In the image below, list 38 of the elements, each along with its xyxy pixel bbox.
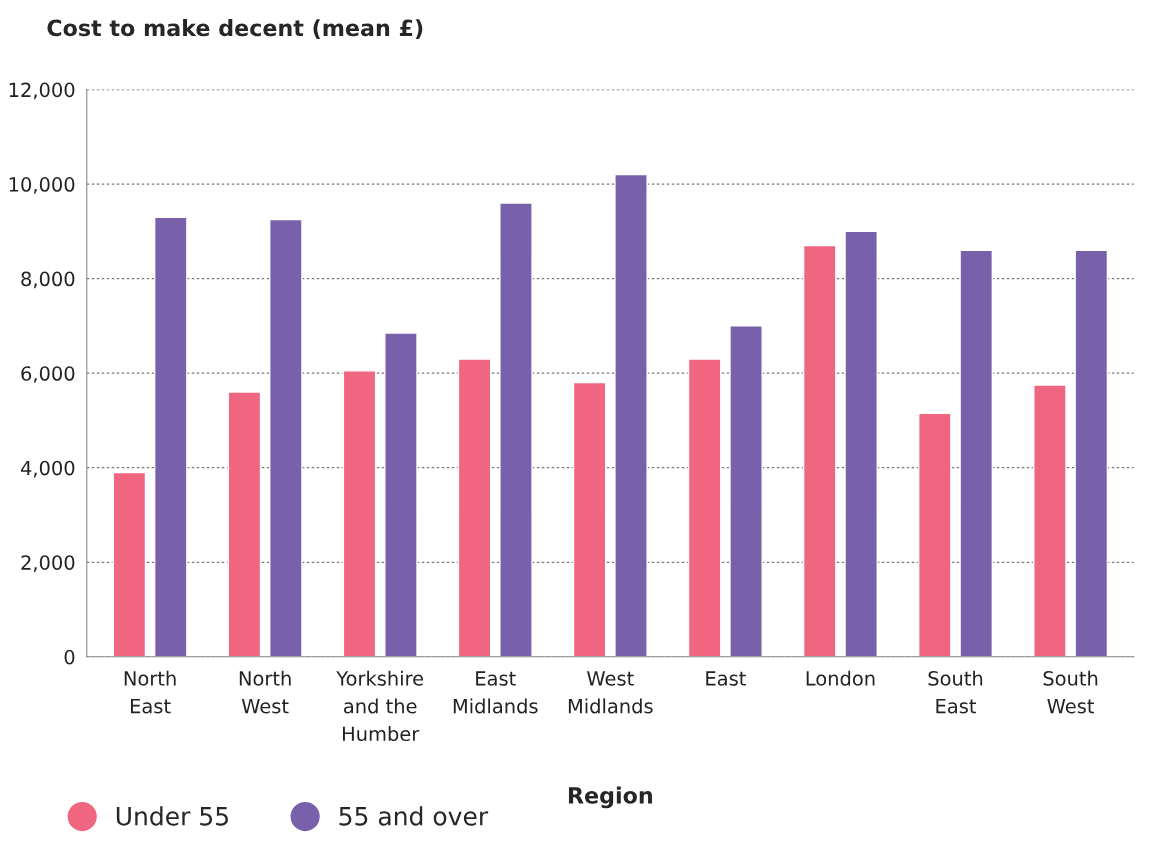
x-tick-label: North West: [239, 670, 291, 714]
bar: [457, 358, 492, 657]
bar: [499, 202, 533, 657]
y-axis-title: Cost to make decent (mean £): [47, 19, 423, 39]
x-tick-label: London: [806, 670, 875, 686]
bar: [917, 412, 952, 657]
y-tick-label: 4,000: [20, 460, 75, 478]
x-tick-label: North East: [124, 670, 176, 714]
bar: [1033, 384, 1067, 657]
bar: [269, 218, 303, 657]
y-tick-label: 10,000: [9, 177, 75, 194]
x-tick-label: South East: [928, 670, 983, 714]
y-tick-label: 2,000: [21, 555, 75, 572]
bar: [959, 249, 994, 657]
y-tick-label: 8,000: [21, 271, 75, 289]
legend-label: Under 55: [116, 806, 228, 826]
x-tick-label: East Midlands: [453, 671, 538, 714]
bar: [614, 173, 648, 657]
bar: [572, 381, 607, 657]
bar: [729, 325, 763, 657]
bar: [1074, 249, 1109, 657]
bar: [112, 471, 147, 657]
bar: [844, 230, 878, 657]
x-axis-title: Region: [568, 786, 652, 809]
bar: [802, 244, 837, 657]
bar: [687, 358, 722, 657]
y-tick-label: 6,000: [21, 366, 75, 383]
bar: [384, 332, 418, 657]
bar: [153, 216, 188, 657]
legend-label: 55 and over: [339, 806, 489, 826]
y-tick-label: 12,000: [9, 82, 75, 100]
x-tick-label: East: [706, 671, 746, 686]
x-tick-label: West Midlands: [568, 671, 653, 714]
y-tick-label: 0: [64, 649, 75, 665]
bar: [342, 370, 377, 657]
x-tick-label: South West: [1043, 670, 1098, 714]
bar: [227, 391, 262, 657]
x-tick-label: Yorkshire and the Humber: [336, 670, 424, 742]
